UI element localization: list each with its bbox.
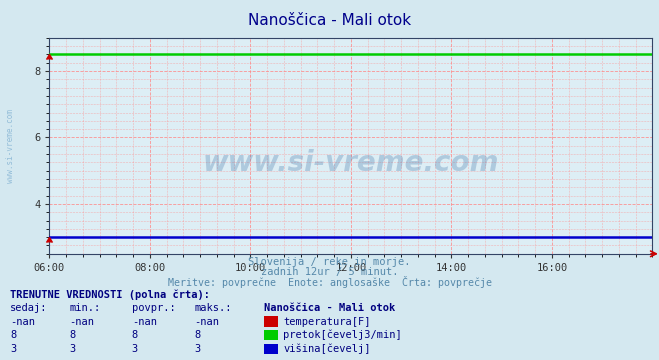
Text: maks.:: maks.: <box>194 303 232 313</box>
Text: 8: 8 <box>69 330 75 341</box>
Text: 3: 3 <box>132 344 138 354</box>
Text: min.:: min.: <box>69 303 100 313</box>
Text: zadnih 12ur / 5 minut.: zadnih 12ur / 5 minut. <box>261 267 398 278</box>
Text: www.si-vreme.com: www.si-vreme.com <box>6 109 14 183</box>
Text: povpr.:: povpr.: <box>132 303 175 313</box>
Text: višina[čevelj]: višina[čevelj] <box>283 343 371 354</box>
Text: www.si-vreme.com: www.si-vreme.com <box>203 149 499 177</box>
Text: -nan: -nan <box>69 317 94 327</box>
Text: 8: 8 <box>194 330 200 341</box>
Text: 8: 8 <box>10 330 16 341</box>
Text: Slovenija / reke in morje.: Slovenija / reke in morje. <box>248 257 411 267</box>
Text: temperatura[F]: temperatura[F] <box>283 317 371 327</box>
Text: 8: 8 <box>132 330 138 341</box>
Text: Nanoščica - Mali otok: Nanoščica - Mali otok <box>264 303 395 313</box>
Text: TRENUTNE VREDNOSTI (polna črta):: TRENUTNE VREDNOSTI (polna črta): <box>10 289 210 300</box>
Text: sedaj:: sedaj: <box>10 303 47 313</box>
Text: -nan: -nan <box>10 317 35 327</box>
Text: -nan: -nan <box>194 317 219 327</box>
Text: Meritve: povprečne  Enote: anglosaške  Črta: povprečje: Meritve: povprečne Enote: anglosaške Črt… <box>167 276 492 288</box>
Text: 3: 3 <box>69 344 75 354</box>
Text: 3: 3 <box>194 344 200 354</box>
Text: -nan: -nan <box>132 317 157 327</box>
Text: 3: 3 <box>10 344 16 354</box>
Text: Nanoščica - Mali otok: Nanoščica - Mali otok <box>248 13 411 28</box>
Text: pretok[čevelj3/min]: pretok[čevelj3/min] <box>283 330 402 341</box>
